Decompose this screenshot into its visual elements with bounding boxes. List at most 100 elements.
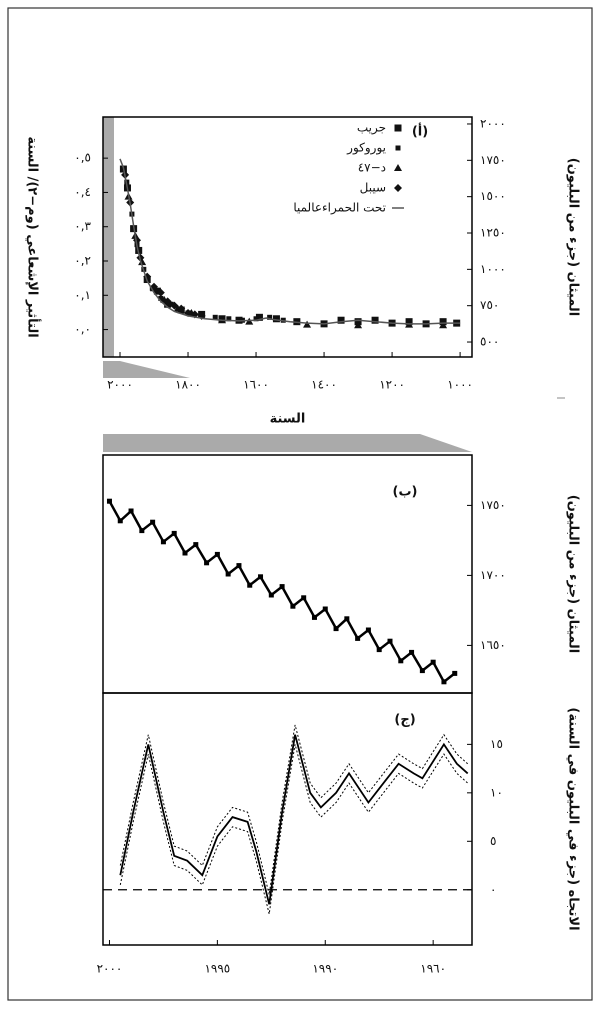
marker-diamond — [177, 304, 186, 313]
marker-square — [333, 626, 339, 632]
x-tick-label: ١٦٠٠ — [243, 378, 269, 392]
zoom-band — [103, 117, 114, 357]
x-tick-label: ١٨٠٠ — [175, 378, 201, 392]
marker-square — [253, 316, 259, 322]
marker-square — [150, 519, 156, 525]
legend-label: د−٤٧ — [358, 161, 386, 175]
marker-square — [258, 574, 264, 580]
plot-area — [102, 692, 473, 946]
x-tick-label: ٢٠٠٠ — [107, 378, 133, 392]
marker-square — [395, 145, 401, 151]
marker-triangle — [138, 258, 147, 266]
marker-square — [193, 542, 199, 548]
marker-square — [139, 528, 145, 534]
marker-square — [290, 603, 296, 609]
y-tick-label: ١٧٥٠ — [480, 498, 506, 512]
y-tick-label: ٠,٣ — [74, 219, 91, 233]
plot-area — [102, 116, 473, 358]
marker-diamond — [156, 288, 165, 297]
marker-square — [212, 314, 218, 320]
y2-tick-label: ١٧٥٠ — [480, 153, 506, 167]
marker-square — [272, 315, 280, 323]
marker-triangle — [394, 164, 402, 171]
y-tick-label: ٠,٢ — [74, 254, 91, 268]
marker-square — [247, 582, 253, 588]
marker-square — [371, 316, 379, 324]
x-tick-label: ١٠٠٠ — [447, 378, 473, 392]
x-tick-label: ١٩٩٠ — [312, 962, 338, 976]
marker-triangle — [303, 320, 312, 328]
x-tick-label: ١٢٠٠ — [379, 378, 405, 392]
panel-label: (ب) — [393, 485, 418, 500]
marker-square — [236, 563, 242, 569]
y2-tick-label: ١٢٥٠ — [480, 226, 506, 240]
marker-square — [452, 670, 458, 676]
panel-label: (ج) — [394, 713, 415, 728]
marker-square — [394, 124, 402, 132]
trend-line — [119, 158, 461, 325]
y-tick-label: ١٠ — [490, 785, 503, 799]
y2-tick-label: ١٠٠٠ — [480, 262, 506, 276]
lower-bound — [119, 744, 469, 915]
zoom-wedge — [103, 361, 190, 378]
upper-bound — [119, 724, 469, 895]
y2-tick-label: ٢٠٠٠ — [480, 116, 506, 130]
marker-diamond — [394, 184, 402, 192]
marker-square — [398, 658, 404, 664]
x-axis-title: السنة — [270, 412, 306, 427]
marker-diamond — [163, 297, 172, 306]
marker-square — [279, 584, 285, 590]
x-tick-label: ١٩٩٥ — [204, 962, 230, 976]
x-tick-label: ١٩٦٠ — [420, 962, 446, 976]
marker-square — [376, 647, 382, 653]
marker-square — [226, 316, 232, 322]
y-axis-title: الميثان (جزء من البليون) — [566, 495, 581, 653]
legend-label: تحت الحمراءعالميا — [293, 201, 386, 216]
y2-tick-label: ٧٥٠ — [480, 298, 499, 312]
legend-label: سيبل — [360, 181, 386, 195]
marker-square — [160, 539, 166, 545]
marker-square — [311, 614, 317, 620]
y-tick-label: ٠,٠ — [74, 322, 91, 336]
x-tick-label: ٢٠٠٠ — [97, 962, 123, 976]
trend-line — [119, 734, 469, 905]
marker-square — [128, 508, 134, 514]
y2-tick-label: ٥٠٠ — [480, 335, 499, 349]
marker-triangle — [354, 321, 363, 329]
marker-square — [441, 679, 447, 685]
y-axis-title: التأثير الإشعاعي (وم−٢)/ السنة — [25, 136, 42, 337]
marker-square — [267, 314, 273, 320]
y-tick-label: ١٥ — [490, 737, 503, 751]
legend-label: جريب — [357, 121, 386, 136]
marker-triangle — [439, 321, 448, 329]
zoom-band — [103, 434, 472, 452]
marker-square — [255, 313, 263, 321]
marker-square — [168, 301, 174, 307]
marker-square — [344, 616, 350, 622]
marker-square — [419, 668, 425, 674]
marker-diamond — [170, 301, 179, 310]
marker-square — [214, 551, 220, 557]
marker-square — [337, 316, 345, 324]
y-axis-title: الاتجاه (جزء في البليون في السنة) — [566, 707, 581, 930]
y-tick-label: ٠ — [490, 882, 496, 896]
panel-label: (أ) — [412, 123, 428, 140]
y-tick-label: ٠,٥ — [74, 151, 91, 165]
marker-square — [106, 498, 112, 504]
marker-square — [430, 659, 436, 665]
marker-square — [171, 530, 177, 536]
marker-square — [409, 649, 415, 655]
marker-square — [225, 571, 231, 577]
marker-square — [355, 635, 361, 641]
y-tick-label: ٥ — [490, 834, 496, 848]
legend-label: يوروكور — [346, 141, 386, 156]
data-line — [108, 500, 456, 684]
y2-tick-label: ١٥٠٠ — [480, 189, 506, 203]
marker-square — [322, 606, 328, 612]
marker-square — [301, 595, 307, 601]
y-tick-label: ١٧٠٠ — [480, 568, 506, 582]
frame — [7, 7, 593, 1001]
y2-axis-title: الميثان (جزء من البليون) — [566, 158, 581, 316]
y-tick-label: ٠,١ — [74, 288, 91, 302]
